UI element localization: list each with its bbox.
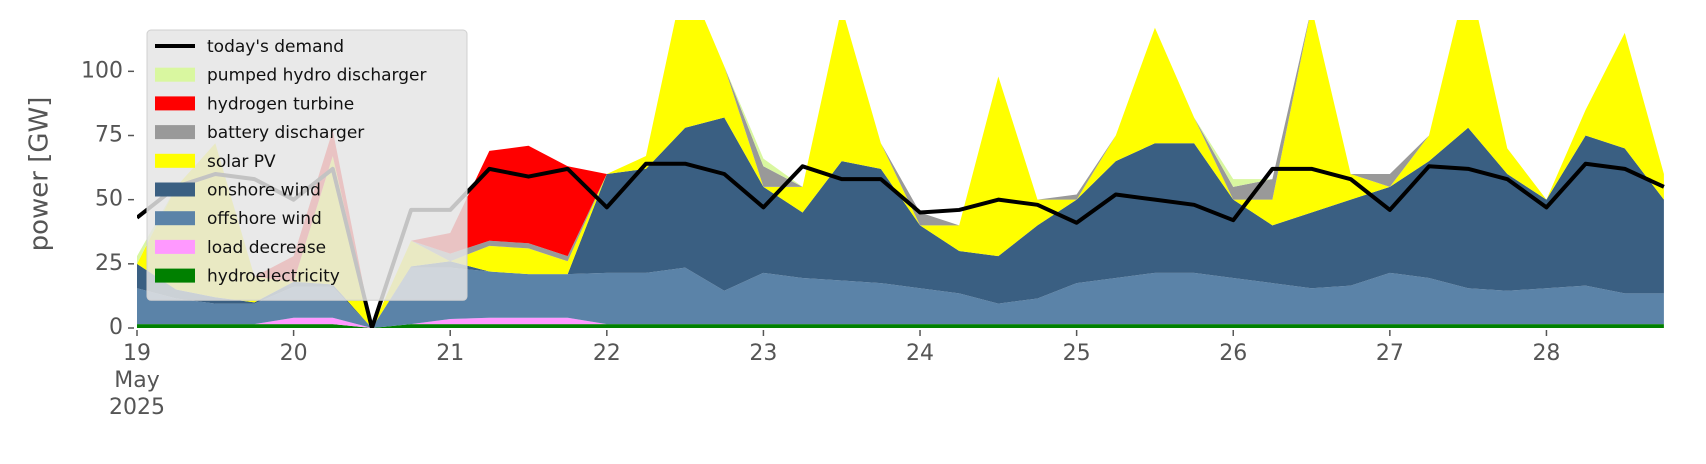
legend-swatch bbox=[155, 125, 195, 140]
legend-box bbox=[146, 29, 468, 301]
x-tick-label: 23 bbox=[749, 341, 778, 366]
x-tick-label: 19 May 2025 bbox=[109, 341, 165, 420]
x-tick-label: 24 bbox=[906, 341, 935, 366]
legend-label: today's demand bbox=[207, 37, 344, 57]
x-tick-label: 22 bbox=[592, 341, 621, 366]
y-tick-label: 75 bbox=[95, 123, 123, 148]
area bbox=[137, 267, 1664, 328]
area bbox=[137, 20, 1664, 328]
x-tick-label: 25 bbox=[1062, 341, 1091, 366]
legend-label: load decrease bbox=[207, 238, 326, 258]
legend-swatch bbox=[155, 211, 195, 226]
legend-swatch bbox=[155, 96, 195, 111]
x-tick-label: 20 bbox=[279, 341, 308, 366]
x-tick-label: 27 bbox=[1375, 341, 1404, 366]
legend-label: hydroelectricity bbox=[207, 267, 340, 287]
y-tick-label: 50 bbox=[95, 187, 123, 212]
legend-label: pumped hydro discharger bbox=[207, 66, 426, 86]
legend-label: hydrogen turbine bbox=[207, 94, 354, 114]
area bbox=[137, 20, 1664, 328]
y-tick-label: 0 bbox=[109, 315, 123, 340]
y-tick-label: 25 bbox=[95, 251, 123, 276]
legend-swatch bbox=[155, 153, 195, 168]
y-tick-label: 100 bbox=[81, 58, 123, 83]
x-tick-label: 26 bbox=[1219, 341, 1248, 366]
legend-swatch bbox=[155, 268, 195, 283]
legend-swatch bbox=[155, 67, 195, 82]
plot-area bbox=[137, 20, 1665, 328]
y-axis-label: power [GW] bbox=[25, 97, 55, 252]
legend-swatch bbox=[155, 182, 195, 197]
area bbox=[137, 117, 1664, 328]
legend-swatch bbox=[155, 239, 195, 254]
area bbox=[137, 324, 1664, 328]
x-tick-label: 28 bbox=[1532, 341, 1561, 366]
x-tick-label: 21 bbox=[436, 341, 465, 366]
legend: today's demand pumped hydro discharger hyd… bbox=[146, 29, 468, 301]
legend-label: solar PV bbox=[207, 152, 276, 172]
legend-label: battery discharger bbox=[207, 123, 364, 143]
legend-label: onshore wind bbox=[207, 181, 321, 201]
area bbox=[137, 317, 1664, 328]
legend-label: offshore wind bbox=[207, 209, 322, 229]
